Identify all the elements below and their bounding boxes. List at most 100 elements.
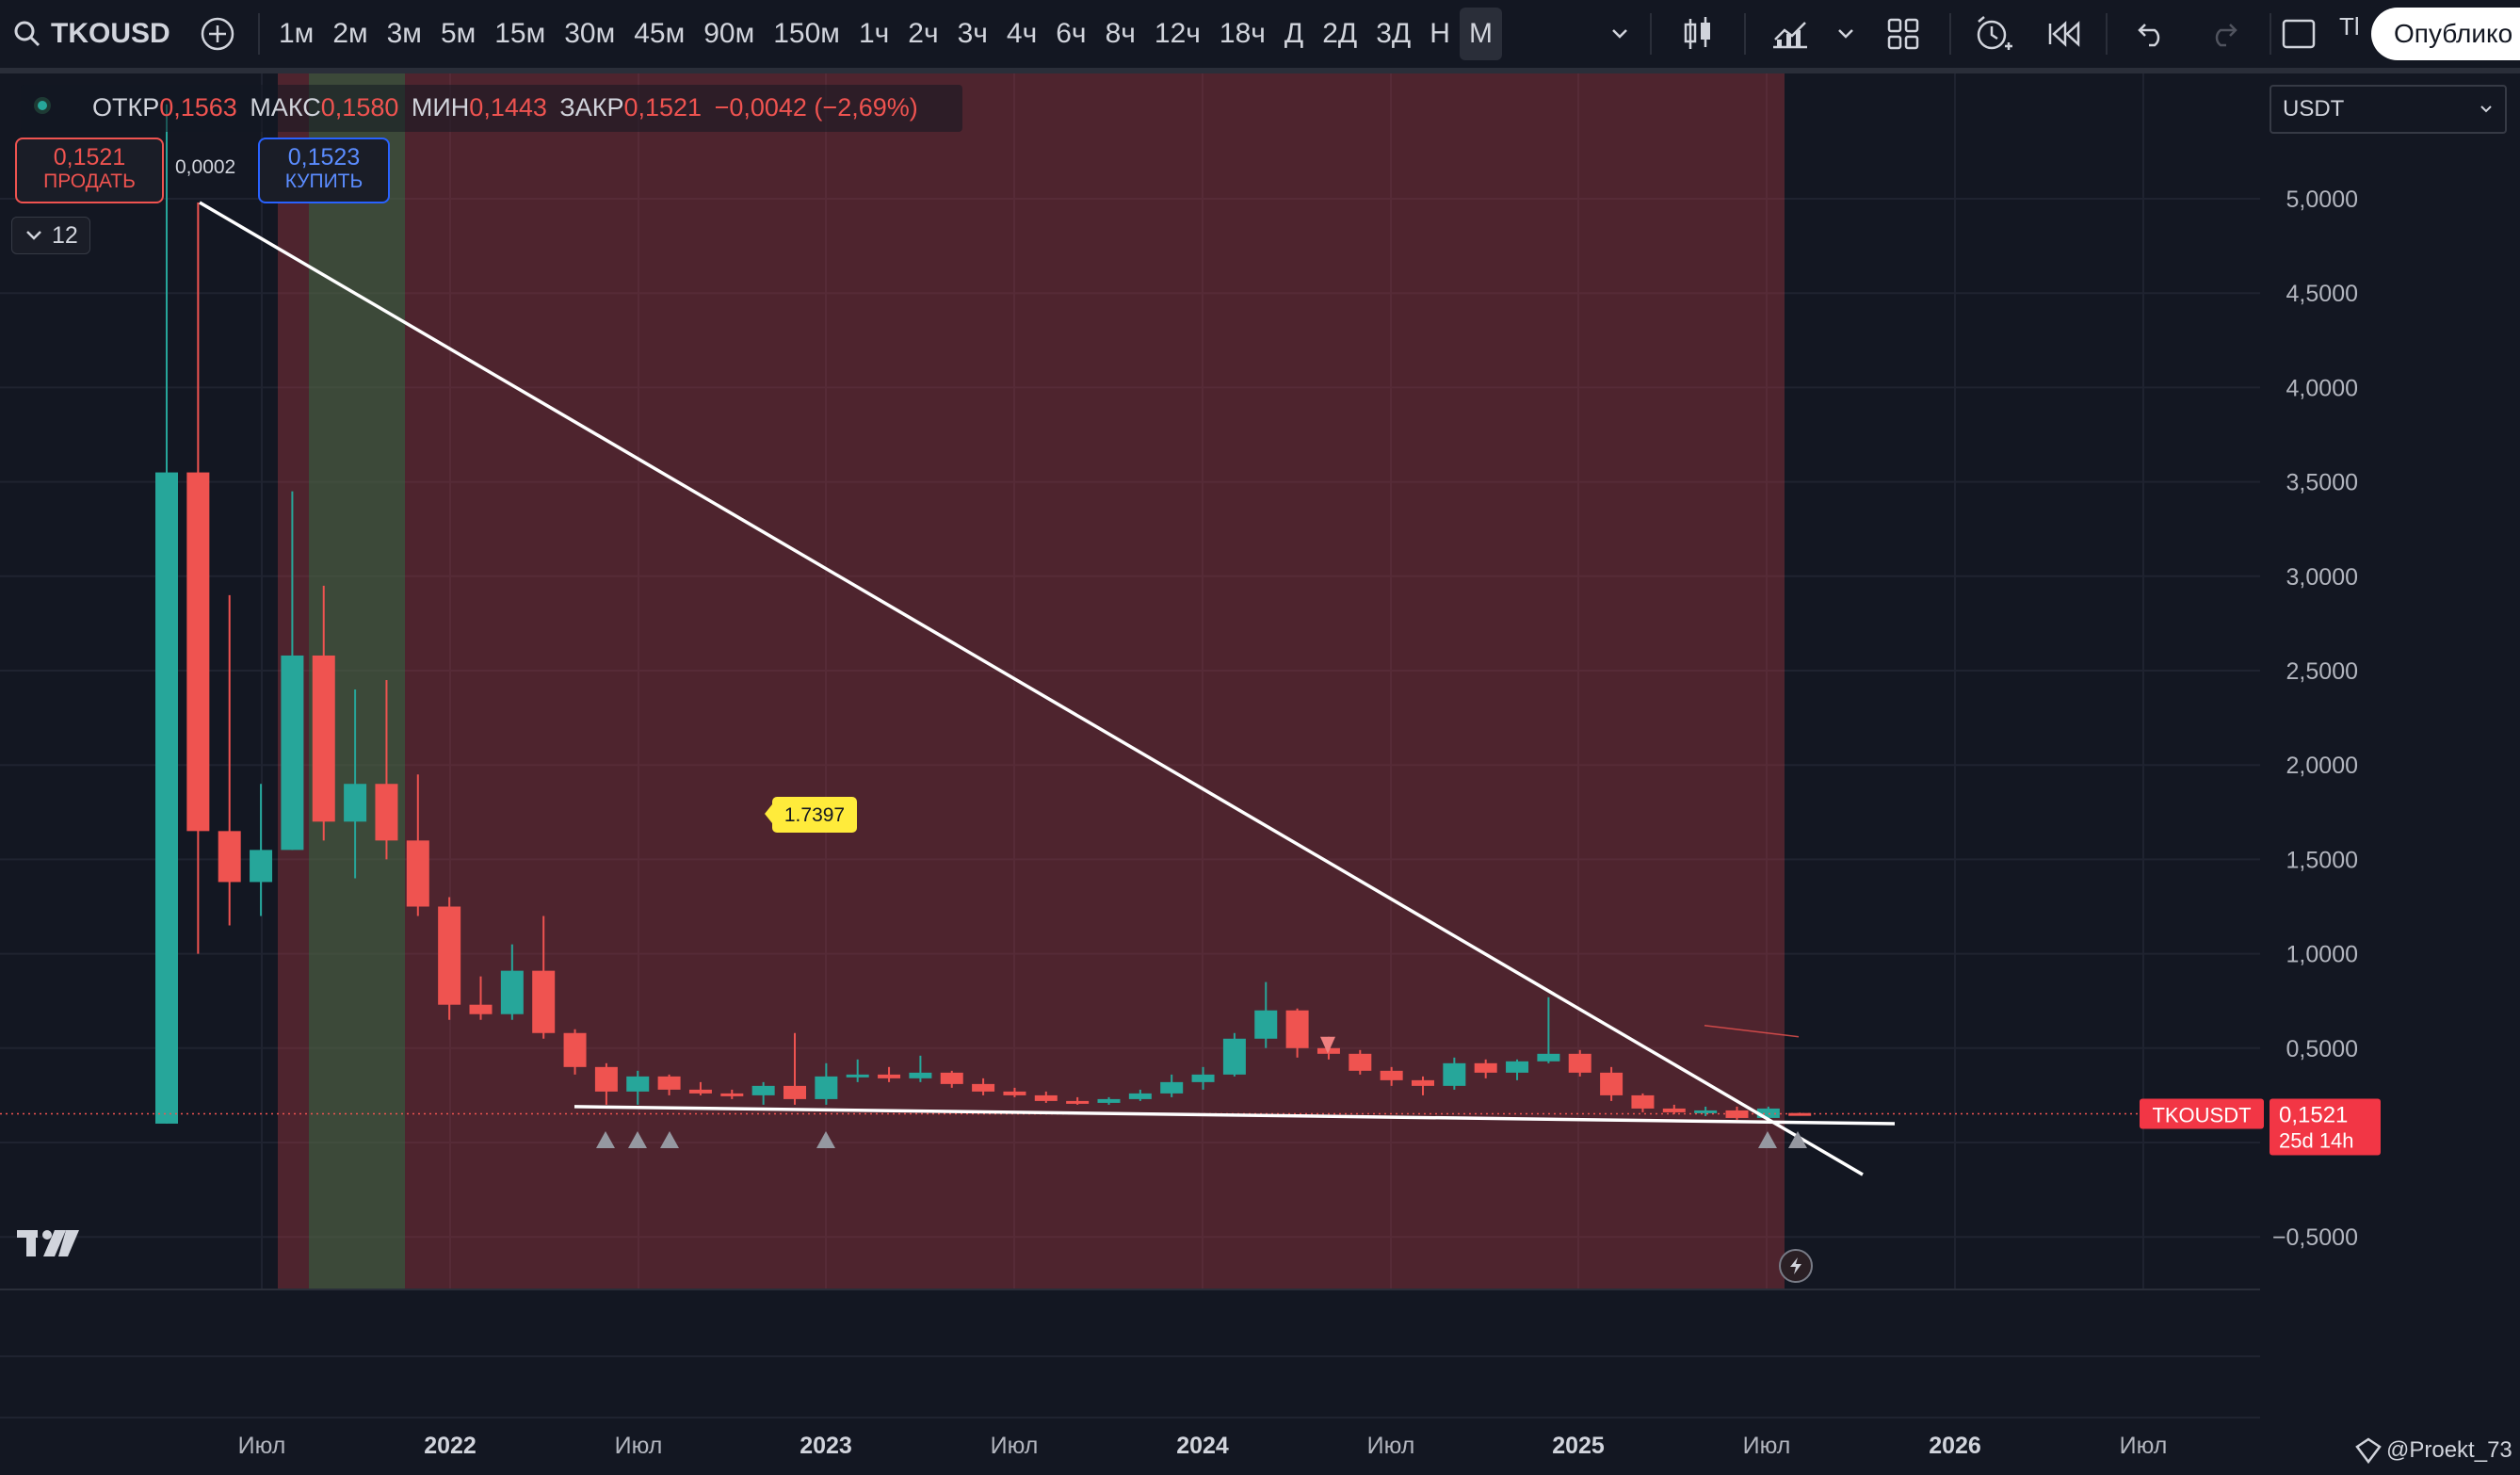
candle <box>1222 1032 1246 1077</box>
toolbar-divider <box>1949 13 1951 55</box>
candle <box>1443 1057 1466 1090</box>
toolbar-divider <box>2270 13 2271 55</box>
alert-button[interactable] <box>1968 0 2019 68</box>
timeframe-11[interactable]: 2ч <box>908 18 939 49</box>
fullscreen-button[interactable] <box>2277 0 2320 68</box>
timeframe-12[interactable]: 3ч <box>957 18 988 49</box>
lightning-button[interactable] <box>1779 1249 1813 1283</box>
candle-body <box>281 655 304 851</box>
timeframe-9[interactable]: 150м <box>773 18 840 49</box>
price-tick-label: 1,0000 <box>2286 942 2358 968</box>
publish-button[interactable]: Опублико <box>2371 8 2520 60</box>
low-value: 0,1443 <box>469 93 547 122</box>
currency-select[interactable]: USDT <box>2270 85 2507 134</box>
timeframe-21[interactable]: Н <box>1430 18 1450 49</box>
buy-button[interactable]: 0,1523 КУПИТЬ <box>258 138 390 203</box>
candle-body <box>1003 1091 1026 1095</box>
timeframe-17[interactable]: 18ч <box>1219 18 1266 49</box>
add-symbol-button[interactable] <box>194 0 241 68</box>
candle-body <box>1349 1053 1372 1071</box>
candle-body <box>406 840 429 907</box>
timeframe-13[interactable]: 4ч <box>1006 18 1038 49</box>
candle-body <box>1285 1010 1309 1048</box>
signal-up-marker <box>596 1130 615 1149</box>
annotation-pointer <box>765 804 772 823</box>
candle <box>1725 1106 1749 1120</box>
chart-type-button[interactable] <box>1674 0 1721 68</box>
spread-value: 0,0002 <box>175 156 236 178</box>
market-status-icon <box>34 97 51 114</box>
timeframe-1[interactable]: 1м <box>279 18 315 49</box>
timeframe-2[interactable]: 2м <box>332 18 368 49</box>
timeframe-10[interactable]: 1ч <box>858 18 890 49</box>
timeframe-16[interactable]: 12ч <box>1154 18 1201 49</box>
watermark-text: @Proekt_73 <box>2386 1437 2512 1463</box>
candle-body <box>1506 1061 1529 1073</box>
chevron-down-icon <box>2480 105 2492 113</box>
timeframe-14[interactable]: 6ч <box>1056 18 1087 49</box>
candle <box>438 897 461 1020</box>
timeframe-7[interactable]: 45м <box>634 18 686 49</box>
candle <box>281 491 304 851</box>
candle-body <box>878 1074 901 1078</box>
candle <box>344 689 367 879</box>
time-tick-label: Июл <box>2120 1433 2168 1459</box>
timeframe-15[interactable]: 8ч <box>1105 18 1136 49</box>
candle-body <box>1066 1100 1090 1104</box>
candle-body <box>1568 1053 1591 1073</box>
time-tick-label: Июл <box>615 1433 663 1459</box>
candle <box>1349 1049 1372 1075</box>
candle-body <box>1128 1093 1152 1099</box>
candle-body <box>218 831 241 883</box>
layouts-button[interactable] <box>1880 0 1927 68</box>
candle-body <box>846 1074 869 1078</box>
timeframe-6[interactable]: 30м <box>564 18 616 49</box>
candle <box>1034 1091 1058 1103</box>
candle-body <box>532 970 556 1033</box>
price-tick-label: 4,5000 <box>2286 281 2358 307</box>
candle-body <box>940 1072 963 1084</box>
timeframe-22[interactable]: М <box>1459 8 1502 60</box>
indicators-button[interactable] <box>1767 0 1814 68</box>
undo-button[interactable] <box>2128 0 2175 68</box>
price-axis: 5,0000 4,5000 4,0000 3,5000 3,0000 2,5000 2,00… <box>2140 186 2381 1251</box>
symbol-search[interactable]: TKOUSD <box>13 0 170 68</box>
redo-button[interactable] <box>2200 0 2247 68</box>
candle-body <box>344 784 367 822</box>
replay-button[interactable] <box>2040 0 2091 68</box>
candle <box>1097 1096 1121 1105</box>
candle <box>312 585 335 841</box>
timeframe-18[interactable]: Д <box>1284 18 1304 49</box>
time-tick-label: 2026 <box>1929 1433 1981 1459</box>
candles-icon <box>1684 17 1710 49</box>
timeframe-19[interactable]: 2Д <box>1322 18 1358 49</box>
candle-body <box>1160 1081 1184 1094</box>
candle-body <box>1662 1108 1686 1112</box>
high-value: 0,1580 <box>320 93 399 122</box>
candle-body <box>1474 1062 1497 1073</box>
timeframe-4[interactable]: 5м <box>440 18 477 49</box>
timeframe-20[interactable]: 3Д <box>1376 18 1412 49</box>
sell-button[interactable]: 0,1521 ПРОДАТЬ <box>15 138 164 203</box>
price-tick-label: −0,5000 <box>2272 1224 2358 1251</box>
price-tag <box>2270 1098 2381 1156</box>
time-tick-label: 2024 <box>1176 1433 1229 1459</box>
time-axis: Июл 2022 Июл 2023 Июл 2024 Июл 2025 Июл 2026 Июл <box>238 1433 2168 1459</box>
timeframe-3[interactable]: 3м <box>386 18 422 49</box>
timeframe-5[interactable]: 15м <box>494 18 546 49</box>
candle-body <box>1631 1094 1655 1109</box>
candle-body <box>909 1072 932 1078</box>
indicators-menu-button[interactable] <box>1827 0 1865 68</box>
candle <box>846 1059 869 1082</box>
candle-body <box>469 1004 493 1014</box>
candle <box>1380 1066 1403 1086</box>
indicators-collapse-button[interactable]: 12 <box>11 217 90 254</box>
candle <box>375 680 398 860</box>
fullscreen-icon <box>2282 19 2316 49</box>
timeframe-8[interactable]: 90м <box>703 18 755 49</box>
timeframe-menu-button[interactable] <box>1601 0 1639 68</box>
candle <box>1568 1049 1591 1077</box>
price-chart[interactable]: 5,0000 4,5000 4,0000 3,5000 3,0000 2,5000 2,00… <box>0 73 2520 1475</box>
low-label: МИН <box>411 93 470 122</box>
high-label: МАКС <box>250 93 321 122</box>
